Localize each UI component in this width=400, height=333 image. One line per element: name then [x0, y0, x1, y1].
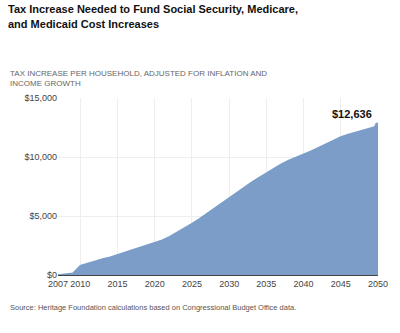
svg-text:$10,000: $10,000	[24, 152, 57, 162]
svg-text:2007: 2007	[48, 279, 68, 289]
svg-text:2045: 2045	[331, 279, 351, 289]
svg-text:2025: 2025	[182, 279, 202, 289]
svg-text:$5,000: $5,000	[29, 211, 57, 221]
svg-text:TAX INCREASE PER HOUSEHOLD, AD: TAX INCREASE PER HOUSEHOLD, ADJUSTED FOR…	[10, 69, 267, 88]
svg-text:$15,000: $15,000	[24, 93, 57, 103]
svg-text:2015: 2015	[108, 279, 128, 289]
svg-text:$12,636: $12,636	[332, 108, 372, 120]
svg-text:2030: 2030	[219, 279, 239, 289]
svg-text:2040: 2040	[294, 279, 314, 289]
svg-text:2050: 2050	[368, 279, 388, 289]
svg-text:Source: Heritage Foundation ca: Source: Heritage Foundation calculations…	[10, 303, 296, 312]
svg-text:2035: 2035	[256, 279, 276, 289]
svg-text:2020: 2020	[145, 279, 165, 289]
svg-text:2010: 2010	[70, 279, 90, 289]
svg-text:$0: $0	[47, 270, 57, 280]
svg-text:Tax Increase Needed to Fund So: Tax Increase Needed to Fund Social Secur…	[8, 3, 298, 29]
